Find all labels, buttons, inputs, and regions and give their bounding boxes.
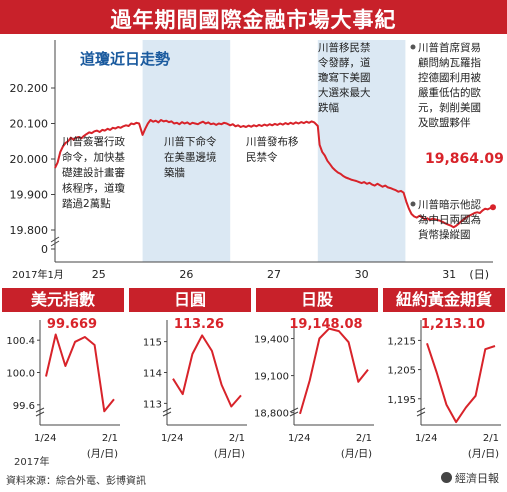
y-tick-label: 0 [41, 243, 48, 256]
publisher-logo: 經濟日報 [441, 470, 499, 486]
annotation-text: 及歐盟夥伴 [418, 116, 471, 129]
yen-y-tick-label: 114 [143, 369, 162, 380]
annotation-text: 川普暗示他認 [418, 198, 481, 211]
annotation-text: 貨幣操縱國 [418, 228, 471, 241]
mini-title-usd: 美元指數 [2, 288, 124, 312]
gold-y-tick-label: 1,195 [387, 395, 416, 406]
yen-y-tick-label: 115 [143, 338, 162, 349]
annotation-text: 川普簽署行政 [62, 135, 125, 148]
usd-y-tick-label: 99.6 [13, 401, 35, 412]
annotation-text: 瓊寫下美國 [318, 71, 371, 84]
annotation-text: 為中日兩國為 [418, 213, 481, 226]
gold-y-tick-label: 1,205 [387, 366, 416, 377]
usd-x-unit: (月/日) [87, 448, 118, 460]
x-tick-label: 27 [267, 268, 281, 281]
nikkei-axis-break [289, 407, 299, 417]
nikkei-y-tick-label: 19,400 [254, 335, 289, 346]
usd-y-tick-label: 100.0 [6, 369, 35, 380]
annotation-text: 川普首席貿易 [418, 41, 481, 54]
x-tick-label: 25 [92, 268, 106, 281]
x-tick-label: 26 [179, 268, 193, 281]
gold-x-end: 2/1 [483, 433, 499, 444]
gold-value-label: 1,213.10 [421, 317, 485, 332]
annotation-text: 元，剝削美國 [418, 101, 481, 114]
annotation-text: 命令，加快基 [62, 151, 125, 164]
x-tick-label: 31 [442, 268, 456, 281]
yen-x-start: 1/24 [161, 433, 183, 444]
annotation-text: 踏過2萬點 [62, 197, 111, 210]
annotation-text: 顧問納瓦羅指 [418, 56, 481, 69]
yen-y-tick-label: 113 [143, 399, 162, 410]
dow-line [54, 119, 494, 229]
yen-line [172, 334, 242, 408]
last-value-label: 19,864.09 [425, 151, 504, 167]
mini-title-yen: 日圓 [129, 288, 251, 312]
nikkei-y-tick-label: 19,100 [254, 372, 289, 383]
y-tick-label: 20.200 [10, 82, 49, 95]
logo-text: 經濟日報 [455, 472, 499, 485]
nikkei-x-unit: (月/日) [341, 448, 372, 460]
y-tick-label: 20.100 [10, 118, 49, 131]
nikkei-line [299, 327, 369, 415]
annotation-text: 川普移民禁 [318, 41, 371, 54]
annotation-text: 核程序，道瓊 [62, 182, 125, 195]
usd-x-end: 2/1 [102, 433, 118, 444]
annotation-text: 礎建設計畫審 [62, 166, 125, 179]
mini-charts: 100.4 100.0 99.6 99.669 1/24 2/1 (月/日) 115 114 11… [6, 317, 501, 460]
chart-subtitle: 道瓊近日走勢 [80, 50, 170, 68]
y-tick-label: 19.900 [10, 189, 49, 202]
gold-x-start: 1/24 [415, 433, 437, 444]
annotation-text: 民禁令 [246, 151, 278, 164]
yen-x-unit: (月/日) [214, 448, 245, 460]
x-year-label: 2017年1月 [12, 268, 64, 281]
page-title: 過年期間國際金融市場大事紀 [110, 8, 397, 32]
usd-x-start: 1/24 [34, 433, 56, 444]
day-band-26 [142, 40, 231, 262]
dow-last-point [490, 204, 496, 211]
day-band-30 [317, 40, 406, 262]
usd-axis-break [35, 407, 45, 417]
main-chart: 20.200 20.100 20.000 19.900 19.800 0 2017年1月 25… [10, 40, 504, 281]
annotation-text: 令發酵，道 [318, 56, 371, 69]
gold-line [426, 342, 496, 424]
annotation-text: 川普下命令 [164, 135, 217, 148]
annotation-bullet [410, 201, 416, 207]
axis-break [50, 236, 60, 247]
usd-value-label: 99.669 [47, 317, 97, 332]
title-bar: 過年期間國際金融市場大事紀 [0, 0, 507, 34]
gold-axis-break [416, 407, 426, 417]
mini-title-nikkei: 日股 [256, 288, 378, 312]
annotation-text: 在美墨邊境 [164, 151, 217, 164]
annotation-text: 川普發布移 [246, 135, 299, 148]
gold-x-unit: (月/日) [468, 448, 499, 460]
annotation-text: 控德國利用被 [418, 71, 481, 84]
annotation-text: 嚴重低估的歐 [418, 86, 481, 99]
usd-y-tick-label: 100.4 [6, 336, 35, 347]
mini-year-label: 2017年 [14, 457, 50, 468]
yen-axis-break [162, 407, 172, 417]
x-tick-label: 30 [355, 268, 369, 281]
annotation-text: 築牆 [164, 166, 185, 179]
y-tick-label: 19.800 [10, 224, 49, 237]
gold-y-tick-label: 1,215 [387, 336, 416, 347]
nikkei-y-tick-label: 18,800 [254, 409, 289, 420]
yen-value-label: 113.26 [174, 317, 224, 332]
yen-x-end: 2/1 [229, 433, 245, 444]
logo-icon [441, 472, 452, 483]
nikkei-x-end: 2/1 [356, 433, 372, 444]
annotation-text: 大選來最大 [318, 86, 371, 99]
mini-title-gold: 紐約黃金期貨 [383, 288, 505, 312]
nikkei-x-start: 1/24 [288, 433, 310, 444]
annotation-bullet [410, 44, 416, 50]
usd-line [45, 333, 115, 413]
annotation-text: 跌幅 [318, 101, 339, 114]
x-axis-unit: (日) [469, 268, 489, 281]
source-note: 資料來源：綜合外電、彭博資訊 [6, 476, 146, 487]
nikkei-value-label: 19,148.08 [289, 317, 362, 332]
y-tick-label: 20.000 [10, 153, 49, 166]
